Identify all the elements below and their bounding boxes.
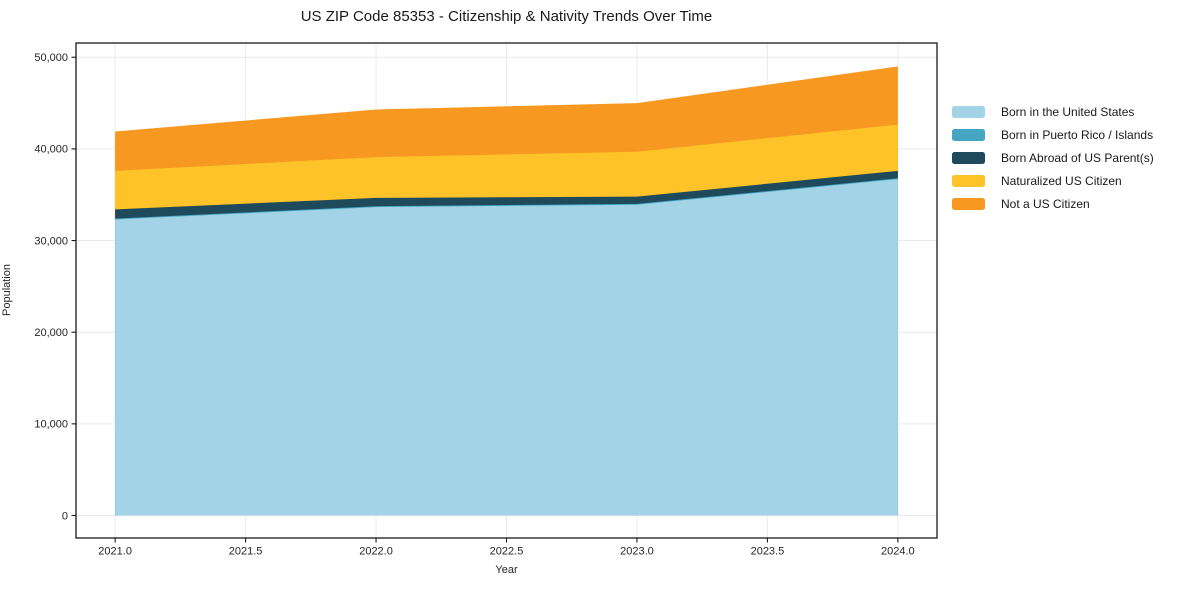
x-axis-label: Year [495, 564, 518, 576]
y-tick-label: 30,000 [34, 235, 68, 247]
legend-swatch [952, 197, 985, 210]
x-tick-label: 2023.0 [620, 546, 654, 558]
legend-swatch [952, 151, 985, 164]
x-tick-label: 2023.5 [751, 546, 785, 558]
area-born-in-the-united-states [115, 179, 898, 516]
x-tick-label: 2021.0 [98, 546, 132, 558]
legend-label: Born in Puerto Rico / Islands [1001, 127, 1154, 142]
legend-label: Born Abroad of US Parent(s) [1001, 150, 1154, 165]
legend-label: Born in the United States [1001, 104, 1135, 119]
legend-swatch [952, 174, 985, 187]
y-tick-label: 50,000 [34, 52, 68, 64]
y-tick-label: 10,000 [34, 419, 68, 431]
y-tick-label: 20,000 [34, 327, 68, 339]
legend: Born in the United States Born in Puerto … [952, 103, 1154, 212]
x-tick-label: 2024.0 [881, 546, 915, 558]
x-tick-label: 2021.5 [229, 546, 263, 558]
legend-item-born-abroad-of-us-parent-s-: Born Abroad of US Parent(s) [952, 149, 1154, 166]
legend-swatch [952, 128, 985, 141]
legend-label: Not a US Citizen [1001, 196, 1090, 211]
legend-swatch [952, 105, 985, 118]
x-tick-label: 2022.5 [490, 546, 524, 558]
legend-item-not-a-us-citizen: Not a US Citizen [952, 195, 1154, 212]
y-tick-label: 0 [62, 510, 68, 522]
legend-item-born-in-puerto-rico-islands: Born in Puerto Rico / Islands [952, 126, 1154, 143]
y-axis-label: Population [1, 264, 13, 316]
legend-item-naturalized-us-citizen: Naturalized US Citizen [952, 172, 1154, 189]
legend-label: Naturalized US Citizen [1001, 173, 1122, 188]
legend-item-born-in-the-united-states: Born in the United States [952, 103, 1154, 120]
x-tick-label: 2022.0 [359, 546, 393, 558]
chart-title: US ZIP Code 85353 - Citizenship & Nativi… [300, 8, 713, 25]
y-tick-label: 40,000 [34, 144, 68, 156]
